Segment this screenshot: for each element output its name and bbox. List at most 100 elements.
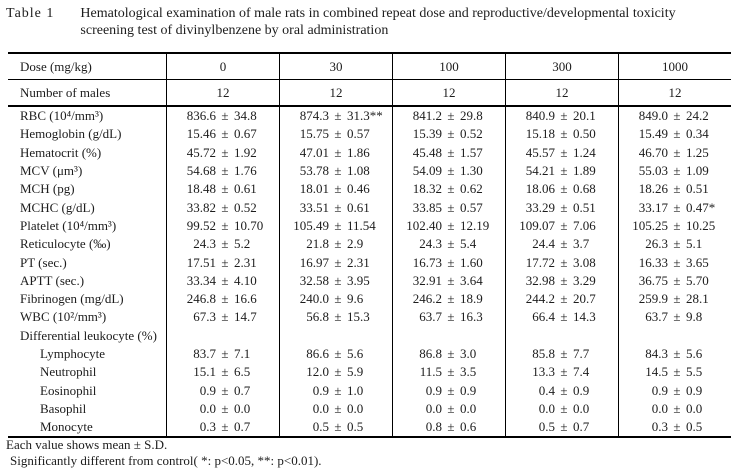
sd-value: 5.70 <box>686 272 709 288</box>
plus-minus-sign: ± <box>560 144 568 160</box>
mean-value: 15.75 <box>299 126 329 142</box>
row-label: Reticulocyte (‰) <box>20 236 111 252</box>
value-cell: 33.82 ±0.52 <box>166 198 279 217</box>
sd-value: 2.31 <box>234 254 257 270</box>
value-cell: 15.49 ±0.34 <box>618 125 731 144</box>
sd-value: 1.76 <box>234 163 257 179</box>
mean-value: 0.0 <box>651 400 668 416</box>
mean-value: 24.3 <box>419 236 442 252</box>
row-label: APTT (sec.) <box>20 272 85 288</box>
table-footnotes: Each value shows mean ± S.D. Significant… <box>6 437 322 469</box>
mean-value: 21.8 <box>306 236 329 252</box>
value-cell: 11.5 ±3.5 <box>392 363 505 382</box>
sd-value: 11.54 <box>347 217 376 233</box>
sd-value: 3.08 <box>573 254 596 270</box>
value-cell: 67.3 ±14.7 <box>166 308 279 327</box>
table-row: Monocyte 0.3 ±0.7 0.5 ±0.5 0.8 ±0.6 0.5 ±0.7 0.3 ±… <box>8 418 731 437</box>
sd-value: 14.7 <box>234 309 257 325</box>
mean-value: 32.98 <box>525 272 555 288</box>
value-cell <box>505 326 618 345</box>
caption-line-2: screening test of divinylbenzene by oral… <box>80 23 389 38</box>
plus-minus-sign: ± <box>447 181 455 197</box>
sd-value: 0.50 <box>573 126 596 142</box>
plus-minus-sign: ± <box>447 144 455 160</box>
mean-value: 32.58 <box>299 272 329 288</box>
value-cell: 18.01 ±0.46 <box>279 180 392 199</box>
value-cell: 16.33 ±3.65 <box>618 253 731 272</box>
plus-minus-sign: ± <box>221 108 229 124</box>
table-row: MCV (μm³) 54.68 ±1.76 53.78 ±1.08 54.09 ±1.30 5… <box>8 161 731 181</box>
mean-value: 0.8 <box>425 419 442 435</box>
plus-minus-sign: ± <box>334 400 342 416</box>
sd-value: 1.24 <box>573 144 596 160</box>
mean-value: 56.8 <box>306 309 329 325</box>
value-cell: 15.75 ±0.57 <box>279 125 392 144</box>
sd-value: 0.5 <box>347 419 364 435</box>
value-cell: 0.0 ±0.0 <box>618 399 731 419</box>
plus-minus-sign: ± <box>221 382 229 398</box>
value-cell: 33.85 ±0.57 <box>392 198 505 217</box>
mean-value: 16.73 <box>412 254 442 270</box>
plus-minus-sign: ± <box>221 254 229 270</box>
sd-value: 15.3 <box>347 309 370 325</box>
value-cell: 21.8 ±2.9 <box>279 235 392 254</box>
table-row: Fibrinogen (mg/dL) 246.8 ±16.6 240.0 ±9.6 246… <box>8 289 731 309</box>
value-cell: 16.73 ±1.60 <box>392 253 505 272</box>
value-cell: 0.9 ±1.0 <box>279 381 392 400</box>
mean-value: 45.57 <box>525 144 555 160</box>
mean-value: 24.3 <box>193 236 216 252</box>
sd-value: 1.30 <box>460 163 483 179</box>
sd-value: 5.4 <box>460 236 477 252</box>
plus-minus-sign: ± <box>221 144 229 160</box>
mean-value: 849.0 <box>638 108 668 124</box>
value-cell: 33.17 ±0.47* <box>618 198 731 217</box>
sd-value: 0.7 <box>234 382 251 398</box>
mean-value: 15.18 <box>525 126 555 142</box>
mean-value: 33.34 <box>186 272 216 288</box>
header-value-cell: 300 <box>505 54 618 79</box>
plus-minus-sign: ± <box>560 272 568 288</box>
mean-value: 0.0 <box>538 400 555 416</box>
plus-minus-sign: ± <box>334 309 342 325</box>
plus-minus-sign: ± <box>673 309 681 325</box>
value-cell: 63.7 ±16.3 <box>392 308 505 327</box>
sd-value: 0.0 <box>686 400 703 416</box>
value-cell: 0.9 ±0.7 <box>166 381 279 400</box>
mean-value: 246.8 <box>186 291 216 307</box>
sd-value: 5.1 <box>686 236 703 252</box>
header-value-cell: 30 <box>279 54 392 79</box>
mean-value: 841.2 <box>412 108 442 124</box>
sd-value: 0.62 <box>460 181 483 197</box>
mean-value: 102.40 <box>406 217 442 233</box>
value-cell: 53.78 ±1.08 <box>279 161 392 181</box>
mean-value: 26.3 <box>645 236 668 252</box>
value-cell: 33.29 ±0.51 <box>505 198 618 217</box>
plus-minus-sign: ± <box>221 236 229 252</box>
mean-value: 86.8 <box>419 346 442 361</box>
value-cell: 246.2 ±18.9 <box>392 289 505 309</box>
plus-minus-sign: ± <box>560 217 568 233</box>
header-row-label: Number of males <box>20 84 111 100</box>
value-cell: 0.5 ±0.5 <box>279 418 392 437</box>
plus-minus-sign: ± <box>334 254 342 270</box>
mean-value: 33.85 <box>412 199 442 215</box>
mean-value: 18.48 <box>186 181 216 197</box>
plus-minus-sign: ± <box>673 126 681 142</box>
mean-value: 17.72 <box>525 254 555 270</box>
plus-minus-sign: ± <box>334 346 342 361</box>
plus-minus-sign: ± <box>673 217 681 233</box>
header-row-label: Dose (mg/kg) <box>20 58 92 74</box>
mean-value: 24.4 <box>532 236 555 252</box>
row-label: MCH (pg) <box>20 181 75 197</box>
plus-minus-sign: ± <box>447 199 455 215</box>
value-cell: 32.91 ±3.64 <box>392 271 505 290</box>
plus-minus-sign: ± <box>334 108 342 124</box>
sd-value: 0.67 <box>234 126 257 142</box>
plus-minus-sign: ± <box>221 163 229 179</box>
table-row: Differential leukocyte (%) <box>8 326 731 345</box>
value-cell: 0.9 ±0.9 <box>392 381 505 400</box>
value-cell: 32.58 ±3.95 <box>279 271 392 290</box>
header-value-cell: 12 <box>618 80 731 105</box>
plus-minus-sign: ± <box>334 382 342 398</box>
